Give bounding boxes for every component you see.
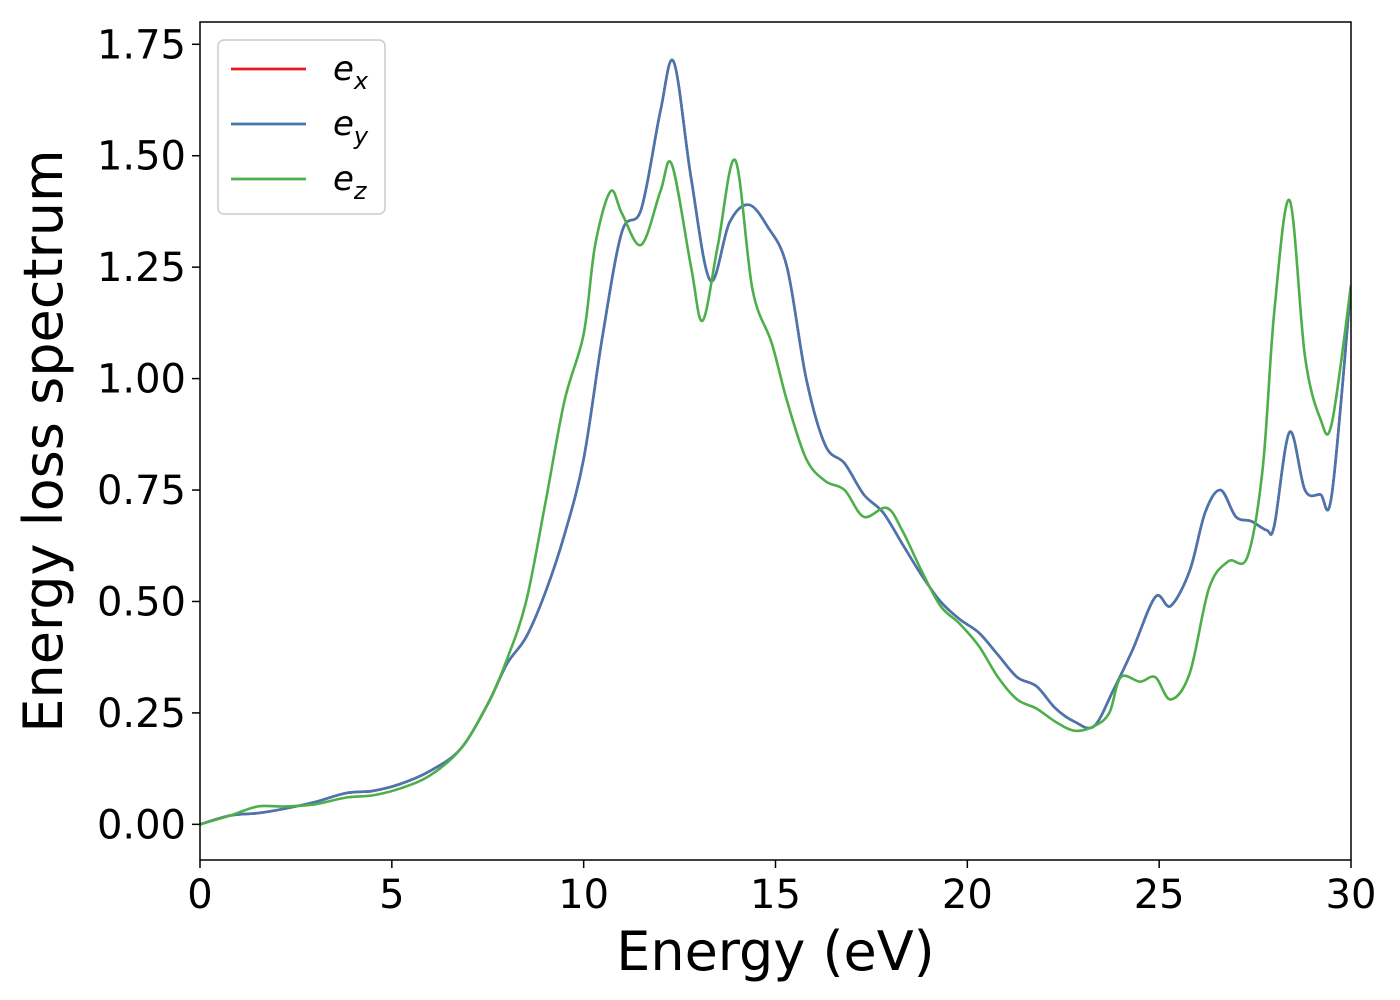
- x-axis-ticks: 0 5 10 15 20 25 30: [187, 860, 1376, 918]
- x-tick-label: 0: [187, 872, 212, 918]
- y-axis-ticks: 0.00 0.25 0.50 0.75 1.00 1.25 1.50 1.75: [97, 22, 200, 848]
- y-tick-label: 1.25: [97, 245, 186, 291]
- legend-label-subscript: y: [353, 122, 369, 150]
- x-tick-label: 10: [558, 872, 609, 918]
- y-tick-label: 0.25: [97, 691, 186, 737]
- legend-label-base: e: [333, 49, 354, 89]
- y-tick-label: 0.75: [97, 468, 186, 514]
- x-tick-label: 25: [1134, 872, 1185, 918]
- legend-label-base: e: [333, 159, 354, 199]
- y-tick-label: 1.00: [97, 357, 186, 403]
- y-tick-label: 1.75: [97, 22, 186, 68]
- series-line-ez: [200, 158, 1351, 826]
- legend-box: [217, 39, 386, 215]
- x-axis-label: Energy (eV): [616, 920, 935, 983]
- x-tick-label: 30: [1326, 872, 1377, 918]
- legend-label-subscript: x: [353, 67, 369, 95]
- legend-label-ey: ey: [333, 104, 369, 150]
- y-tick-label: 1.50: [97, 134, 186, 180]
- y-axis-label: Energy loss spectrum: [12, 149, 75, 732]
- legend-label-ex: ex: [333, 49, 369, 95]
- x-tick-label: 15: [750, 872, 801, 918]
- legend-label-base: e: [333, 104, 354, 144]
- x-tick-label: 5: [379, 872, 404, 918]
- y-tick-label: 0.50: [97, 579, 186, 625]
- legend-label-ez: ez: [333, 159, 368, 205]
- legend-label-subscript: z: [353, 177, 368, 205]
- y-tick-label: 0.00: [97, 802, 186, 848]
- series-layer: [200, 58, 1351, 826]
- x-tick-label: 20: [942, 872, 993, 918]
